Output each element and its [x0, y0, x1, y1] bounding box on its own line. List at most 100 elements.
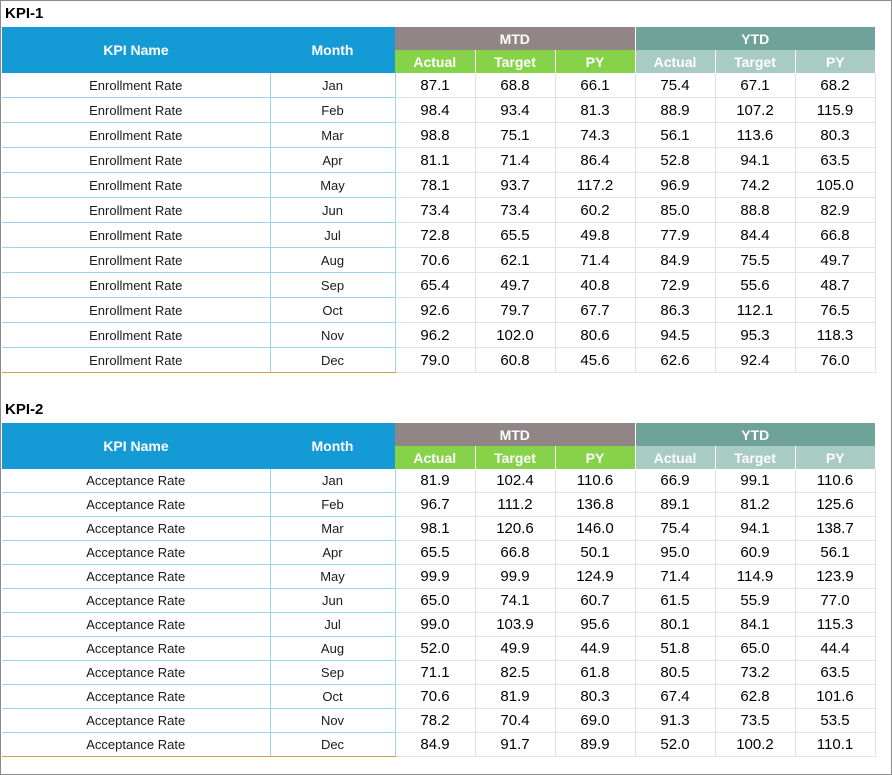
ytd-actual-cell: 75.4 — [635, 516, 716, 541]
ytd-py-cell: 101.6 — [795, 684, 876, 709]
ytd-actual-cell: 67.4 — [635, 684, 716, 709]
ytd-actual-cell: 80.1 — [635, 612, 716, 637]
kpi-name-cell: Acceptance Rate — [2, 732, 271, 757]
mtd-py-cell: 124.9 — [555, 564, 636, 589]
mtd-py-cell: 146.0 — [555, 516, 636, 541]
table-row: Enrollment Rate May 78.1 93.7 117.2 96.9 74.2 1… — [2, 172, 876, 198]
mtd-actual-cell: 81.1 — [395, 147, 476, 173]
mtd-actual-cell: 78.2 — [395, 708, 476, 733]
month-cell: Jun — [270, 588, 396, 613]
mtd-py-cell: 49.8 — [555, 222, 636, 248]
table-row: Acceptance Rate Sep 71.1 82.5 61.8 80.5 73.2 63… — [2, 660, 876, 685]
mtd-target-cell: 73.4 — [475, 197, 556, 223]
header-ytd-py: PY — [795, 446, 875, 469]
header-mtd: MTD — [395, 423, 636, 446]
month-cell: Jan — [270, 469, 396, 493]
ytd-actual-cell: 51.8 — [635, 636, 716, 661]
ytd-py-cell: 68.2 — [795, 73, 876, 98]
ytd-py-cell: 110.1 — [795, 732, 876, 757]
mtd-actual-cell: 87.1 — [395, 73, 476, 98]
mtd-actual-cell: 81.9 — [395, 469, 476, 493]
mtd-py-cell: 44.9 — [555, 636, 636, 661]
month-cell: Dec — [270, 732, 396, 757]
ytd-target-cell: 88.8 — [715, 197, 796, 223]
mtd-actual-cell: 99.9 — [395, 564, 476, 589]
ytd-target-cell: 94.1 — [715, 147, 796, 173]
ytd-py-cell: 56.1 — [795, 540, 876, 565]
ytd-actual-cell: 86.3 — [635, 297, 716, 323]
kpi-name-cell: Acceptance Rate — [2, 708, 271, 733]
table-body: Enrollment Rate Jan 87.1 68.8 66.1 75.4 67.1 68… — [2, 73, 876, 373]
ytd-actual-cell: 56.1 — [635, 122, 716, 148]
ytd-py-cell: 48.7 — [795, 272, 876, 298]
mtd-target-cell: 49.9 — [475, 636, 556, 661]
header-ytd-actual: Actual — [635, 50, 716, 73]
ytd-target-cell: 92.4 — [715, 347, 796, 373]
month-cell: May — [270, 172, 396, 198]
mtd-actual-cell: 70.6 — [395, 247, 476, 273]
mtd-target-cell: 68.8 — [475, 73, 556, 98]
header-month: Month — [270, 27, 395, 73]
kpi-name-cell: Acceptance Rate — [2, 540, 271, 565]
mtd-target-cell: 91.7 — [475, 732, 556, 757]
ytd-target-cell: 81.2 — [715, 492, 796, 517]
mtd-py-cell: 60.7 — [555, 588, 636, 613]
table-row: Acceptance Rate Aug 52.0 49.9 44.9 51.8 65.0 44… — [2, 636, 876, 661]
mtd-py-cell: 45.6 — [555, 347, 636, 373]
mtd-py-cell: 89.9 — [555, 732, 636, 757]
kpi-name-cell: Acceptance Rate — [2, 492, 271, 517]
month-cell: Dec — [270, 347, 396, 373]
mtd-actual-cell: 73.4 — [395, 197, 476, 223]
month-cell: Feb — [270, 97, 396, 123]
ytd-py-cell: 118.3 — [795, 322, 876, 348]
header-ytd-target: Target — [715, 446, 796, 469]
ytd-target-cell: 74.2 — [715, 172, 796, 198]
month-cell: May — [270, 564, 396, 589]
mtd-actual-cell: 78.1 — [395, 172, 476, 198]
ytd-target-cell: 94.1 — [715, 516, 796, 541]
ytd-target-cell: 67.1 — [715, 73, 796, 98]
ytd-py-cell: 138.7 — [795, 516, 876, 541]
ytd-actual-cell: 61.5 — [635, 588, 716, 613]
mtd-py-cell: 74.3 — [555, 122, 636, 148]
kpi-name-cell: Enrollment Rate — [2, 247, 271, 273]
ytd-target-cell: 55.9 — [715, 588, 796, 613]
kpi-name-cell: Enrollment Rate — [2, 73, 271, 98]
ytd-py-cell: 123.9 — [795, 564, 876, 589]
ytd-target-cell: 65.0 — [715, 636, 796, 661]
table-row: Enrollment Rate Oct 92.6 79.7 67.7 86.3 112.1 7… — [2, 297, 876, 323]
mtd-target-cell: 49.7 — [475, 272, 556, 298]
mtd-py-cell: 86.4 — [555, 147, 636, 173]
kpi-table: KPI Name Month MTD YTD Actual Target PY … — [2, 27, 876, 373]
kpi-name-cell: Acceptance Rate — [2, 564, 271, 589]
ytd-py-cell: 76.0 — [795, 347, 876, 373]
table-row: Acceptance Rate Mar 98.1 120.6 146.0 75.4 94.1… — [2, 516, 876, 541]
mtd-actual-cell: 96.2 — [395, 322, 476, 348]
ytd-target-cell: 84.4 — [715, 222, 796, 248]
ytd-py-cell: 115.9 — [795, 97, 876, 123]
kpi-name-cell: Enrollment Rate — [2, 347, 271, 373]
mtd-target-cell: 65.5 — [475, 222, 556, 248]
month-cell: Apr — [270, 147, 396, 173]
kpi-name-cell: Enrollment Rate — [2, 322, 271, 348]
ytd-py-cell: 125.6 — [795, 492, 876, 517]
mtd-actual-cell: 99.0 — [395, 612, 476, 637]
mtd-actual-cell: 98.1 — [395, 516, 476, 541]
ytd-actual-cell: 52.0 — [635, 732, 716, 757]
ytd-target-cell: 62.8 — [715, 684, 796, 709]
mtd-actual-cell: 98.4 — [395, 97, 476, 123]
table-row: Acceptance Rate Nov 78.2 70.4 69.0 91.3 73.5 53… — [2, 708, 876, 733]
mtd-actual-cell: 79.0 — [395, 347, 476, 373]
ytd-actual-cell: 77.9 — [635, 222, 716, 248]
ytd-actual-cell: 96.9 — [635, 172, 716, 198]
header-kpi-name: KPI Name — [2, 27, 270, 73]
table-row: Enrollment Rate Nov 96.2 102.0 80.6 94.5 95.3 1… — [2, 322, 876, 348]
month-cell: Feb — [270, 492, 396, 517]
mtd-py-cell: 81.3 — [555, 97, 636, 123]
ytd-actual-cell: 75.4 — [635, 73, 716, 98]
table-row: Acceptance Rate Jun 65.0 74.1 60.7 61.5 55.9 77… — [2, 588, 876, 613]
mtd-target-cell: 71.4 — [475, 147, 556, 173]
mtd-actual-cell: 52.0 — [395, 636, 476, 661]
mtd-target-cell: 102.0 — [475, 322, 556, 348]
ytd-py-cell: 82.9 — [795, 197, 876, 223]
